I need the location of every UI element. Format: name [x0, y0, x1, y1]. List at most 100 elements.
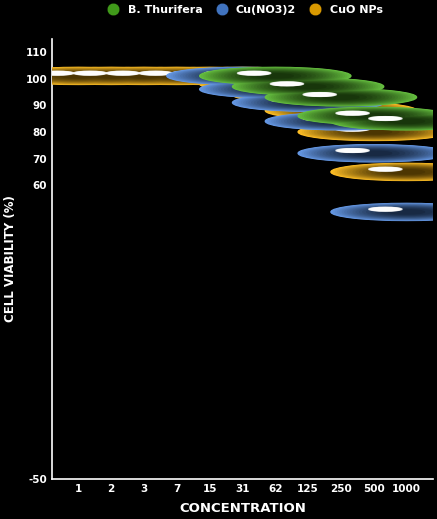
Ellipse shape — [200, 67, 351, 85]
Ellipse shape — [244, 86, 306, 93]
Ellipse shape — [323, 126, 424, 138]
Ellipse shape — [359, 167, 437, 177]
Ellipse shape — [279, 91, 295, 93]
Ellipse shape — [340, 149, 366, 152]
Ellipse shape — [264, 81, 352, 91]
Ellipse shape — [184, 73, 235, 79]
Ellipse shape — [284, 104, 397, 117]
Ellipse shape — [243, 80, 266, 83]
Ellipse shape — [88, 70, 201, 83]
Ellipse shape — [146, 69, 274, 83]
Ellipse shape — [258, 89, 358, 100]
Ellipse shape — [277, 90, 405, 104]
Ellipse shape — [108, 72, 180, 80]
Ellipse shape — [336, 127, 369, 131]
Ellipse shape — [237, 78, 379, 94]
Ellipse shape — [300, 107, 437, 124]
Ellipse shape — [232, 94, 384, 111]
Ellipse shape — [213, 72, 229, 74]
Ellipse shape — [31, 71, 125, 81]
Ellipse shape — [301, 106, 381, 115]
Ellipse shape — [341, 112, 364, 115]
Ellipse shape — [209, 72, 233, 75]
Ellipse shape — [200, 81, 351, 98]
Ellipse shape — [343, 128, 405, 135]
Ellipse shape — [207, 72, 278, 80]
Ellipse shape — [177, 72, 200, 75]
Ellipse shape — [225, 70, 326, 81]
Ellipse shape — [133, 71, 221, 81]
Ellipse shape — [349, 113, 399, 119]
Ellipse shape — [235, 78, 382, 95]
Ellipse shape — [184, 69, 302, 83]
Ellipse shape — [277, 99, 297, 101]
Ellipse shape — [309, 108, 437, 123]
Ellipse shape — [143, 69, 276, 84]
Ellipse shape — [347, 205, 437, 218]
Ellipse shape — [208, 69, 342, 84]
Ellipse shape — [323, 119, 359, 124]
Ellipse shape — [304, 93, 335, 97]
Ellipse shape — [173, 68, 312, 84]
Ellipse shape — [183, 73, 194, 74]
Ellipse shape — [376, 118, 437, 125]
Ellipse shape — [371, 168, 400, 171]
Ellipse shape — [283, 100, 333, 105]
Ellipse shape — [330, 148, 417, 158]
Ellipse shape — [189, 70, 296, 82]
Ellipse shape — [244, 80, 306, 87]
Ellipse shape — [312, 93, 328, 95]
Ellipse shape — [309, 93, 330, 95]
Ellipse shape — [74, 72, 106, 75]
Ellipse shape — [382, 118, 432, 124]
Ellipse shape — [298, 145, 437, 162]
Ellipse shape — [239, 79, 377, 94]
Ellipse shape — [246, 88, 370, 102]
Ellipse shape — [281, 83, 293, 85]
Ellipse shape — [279, 90, 402, 104]
Ellipse shape — [239, 95, 377, 111]
Ellipse shape — [139, 71, 172, 75]
Ellipse shape — [126, 70, 227, 81]
Ellipse shape — [137, 72, 217, 80]
Ellipse shape — [178, 72, 199, 74]
Ellipse shape — [307, 106, 333, 110]
Ellipse shape — [291, 91, 392, 103]
Ellipse shape — [367, 168, 437, 176]
Ellipse shape — [377, 208, 394, 210]
Ellipse shape — [108, 72, 137, 75]
Ellipse shape — [369, 117, 402, 120]
Ellipse shape — [204, 76, 347, 92]
Ellipse shape — [315, 111, 382, 116]
Ellipse shape — [200, 75, 351, 92]
Ellipse shape — [374, 208, 397, 211]
Ellipse shape — [305, 93, 377, 101]
Ellipse shape — [181, 69, 304, 83]
Ellipse shape — [236, 85, 315, 94]
Ellipse shape — [337, 112, 368, 115]
Ellipse shape — [45, 72, 69, 75]
Ellipse shape — [207, 72, 278, 80]
Ellipse shape — [309, 146, 437, 160]
Ellipse shape — [271, 98, 302, 102]
Ellipse shape — [141, 72, 212, 80]
Ellipse shape — [208, 72, 235, 75]
Ellipse shape — [248, 80, 260, 82]
Ellipse shape — [183, 76, 251, 81]
Ellipse shape — [232, 78, 384, 95]
Ellipse shape — [250, 73, 301, 79]
Ellipse shape — [241, 87, 375, 102]
Ellipse shape — [320, 110, 427, 122]
Ellipse shape — [334, 149, 413, 158]
Ellipse shape — [94, 70, 194, 81]
Ellipse shape — [192, 70, 293, 81]
Ellipse shape — [171, 68, 314, 84]
Ellipse shape — [179, 73, 240, 79]
Ellipse shape — [52, 69, 170, 83]
Ellipse shape — [372, 168, 399, 171]
Ellipse shape — [282, 115, 400, 128]
Ellipse shape — [271, 98, 304, 102]
Ellipse shape — [303, 117, 336, 120]
Ellipse shape — [232, 71, 319, 81]
Ellipse shape — [110, 69, 243, 84]
